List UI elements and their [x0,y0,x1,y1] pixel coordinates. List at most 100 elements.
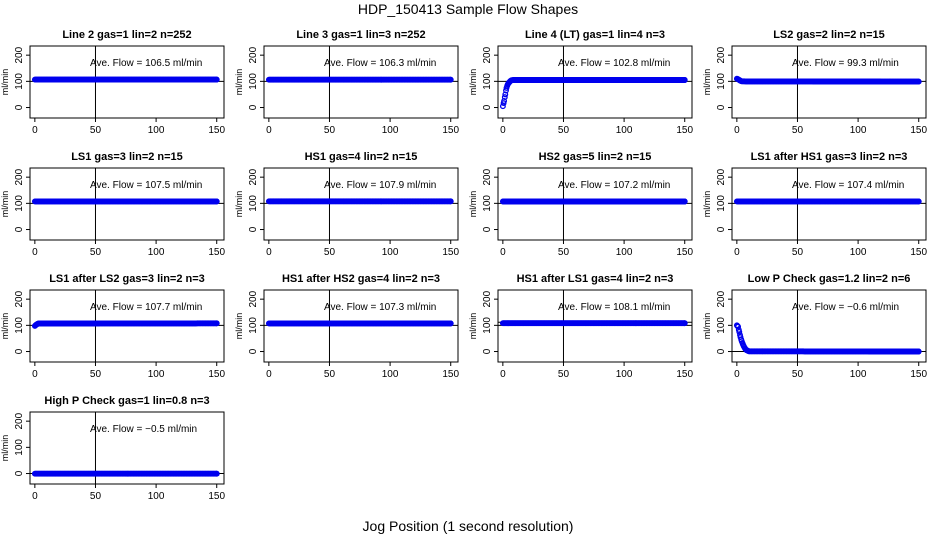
panel-4-x-tick-label: 50 [792,125,804,136]
panel-7-x-tick-label: 150 [676,247,693,258]
panel-9-x-tick-label: 50 [90,369,102,380]
panel-10-y-tick-label: 200 [248,290,259,307]
panel-2-frame [263,45,459,119]
panel-10-x-tick-label: 100 [382,369,399,380]
panel-2-y-axis-label: ml/min [234,69,244,96]
panel-9-y-tick-label: 100 [14,317,25,334]
panel-9-frame [29,289,225,363]
panel-10-y-tick-label: 100 [248,317,259,334]
panel-5-x-tick-label: 50 [90,247,102,258]
panel-11-x-tick-label: 100 [616,369,633,380]
panel-12-data-point [735,323,742,330]
panel-2-x-tick-label: 150 [442,125,459,136]
panel-13-x-tick-label: 150 [208,491,225,502]
panel-12-x-tick-label: 0 [734,369,740,380]
panel-11-x-tick-label: 150 [676,369,693,380]
panel-6-title: HS1 gas=4 lin=2 n=15 [305,151,418,163]
panel-13-y-axis-label: ml/min [0,435,10,462]
panel-4-y-tick-label: 200 [716,46,727,63]
panel-7-annotation: Ave. Flow = 107.2 ml/min [558,180,670,191]
panel-4-annotation: Ave. Flow = 99.3 ml/min [792,58,899,69]
panel-12-y-tick-label: 0 [716,348,727,354]
panel-4-y-tick-label: 0 [716,104,727,110]
panel-8-y-tick-label: 100 [716,195,727,212]
panel-7-x-tick-label: 50 [558,247,570,258]
panel-1-x-tick-label: 150 [208,125,225,136]
panel-11-y-tick-label: 100 [482,317,493,334]
panel-12-x-tick-label: 100 [850,369,867,380]
panel-3-data-point [681,77,688,83]
panel-9-x-tick-label: 0 [32,369,38,380]
panel-11-data-point [681,320,688,327]
panel-6-y-tick-label: 100 [248,195,259,212]
panel-2-data-point [447,76,454,83]
panel-8-frame [731,167,927,241]
panel-5-x-tick-label: 100 [148,247,165,258]
panel-1-annotation: Ave. Flow = 106.5 ml/min [90,58,202,69]
panel-12-title: Low P Check gas=1.2 lin=2 n=6 [748,273,911,285]
panel-3-x-tick-label: 50 [558,125,570,136]
panel-4-title: LS2 gas=2 lin=2 n=15 [773,29,885,41]
panel-11-y-tick-label: 200 [482,290,493,307]
panel-12-data-point [736,328,743,335]
panel-13-x-tick-label: 0 [32,491,38,502]
panel-2-x-tick-label: 50 [324,125,336,136]
panel-2-x-tick-label: 0 [266,125,272,136]
panel-10-annotation: Ave. Flow = 107.3 ml/min [324,302,436,313]
panel-5-y-tick-label: 100 [14,195,25,212]
panel-6-y-axis-label: ml/min [234,191,244,218]
panel-6-x-tick-label: 50 [324,247,336,258]
panel-8-x-tick-label: 150 [910,247,927,258]
panel-11-title: HS1 after LS1 gas=4 lin=2 n=3 [517,273,674,285]
panel-4-y-axis-label: ml/min [702,69,712,96]
panel-1-title: Line 2 gas=1 lin=2 n=252 [62,29,191,41]
panel-5-x-tick-label: 0 [32,247,38,258]
panel-3-frame [497,45,693,119]
panel-3-y-tick-label: 100 [482,73,493,90]
panel-3-y-axis-label: ml/min [468,69,478,96]
panel-1-frame [29,45,225,119]
panel-1-y-tick-label: 200 [14,46,25,63]
panel-9-y-axis-label: ml/min [0,313,10,340]
panel-11-frame [497,289,693,363]
panel-5-annotation: Ave. Flow = 107.5 ml/min [90,180,202,191]
figure-x-axis-label: Jog Position (1 second resolution) [362,518,574,534]
panel-1-data-point [213,76,220,83]
panel-3-x-tick-label: 0 [500,125,506,136]
panel-7-frame [497,167,693,241]
panel-6-y-tick-label: 0 [248,226,259,232]
panel-3-data-point [501,94,508,101]
panel-13-data-point [213,470,220,477]
panel-1-x-tick-label: 50 [90,125,102,136]
panel-7-title: HS2 gas=5 lin=2 n=15 [539,151,652,163]
panel-12-frame [731,289,927,363]
panel-5-y-tick-label: 0 [14,226,25,232]
panel-4-x-tick-label: 100 [850,125,867,136]
panel-10-x-tick-label: 50 [324,369,336,380]
panel-2-y-tick-label: 200 [248,46,259,63]
panel-9-data-point [213,320,220,327]
panel-7-y-tick-label: 0 [482,226,493,232]
panel-5-x-tick-label: 150 [208,247,225,258]
panel-10-y-tick-label: 0 [248,348,259,354]
panel-1-y-tick-label: 100 [14,73,25,90]
panel-2-y-tick-label: 100 [248,73,259,90]
panel-12-y-tick-label: 100 [716,317,727,334]
panel-10-data-point [447,320,454,327]
panel-13-y-tick-label: 100 [14,439,25,456]
panel-11-x-tick-label: 0 [500,369,506,380]
panel-1-x-tick-label: 0 [32,125,38,136]
panel-7-y-tick-label: 100 [482,195,493,212]
panel-12-data-point [915,348,922,355]
panel-10-x-tick-label: 150 [442,369,459,380]
panel-6-y-tick-label: 200 [248,168,259,185]
panel-2-title: Line 3 gas=1 lin=3 n=252 [296,29,425,41]
panel-5-y-tick-label: 200 [14,168,25,185]
panel-7-x-tick-label: 100 [616,247,633,258]
panel-10-x-tick-label: 0 [266,369,272,380]
panel-5-data-point [213,198,220,205]
panel-11-y-tick-label: 0 [482,348,493,354]
panel-2-annotation: Ave. Flow = 106.3 ml/min [324,58,436,69]
panel-13-annotation: Ave. Flow = −0.5 ml/min [90,424,197,435]
panel-8-y-tick-label: 0 [716,226,727,232]
